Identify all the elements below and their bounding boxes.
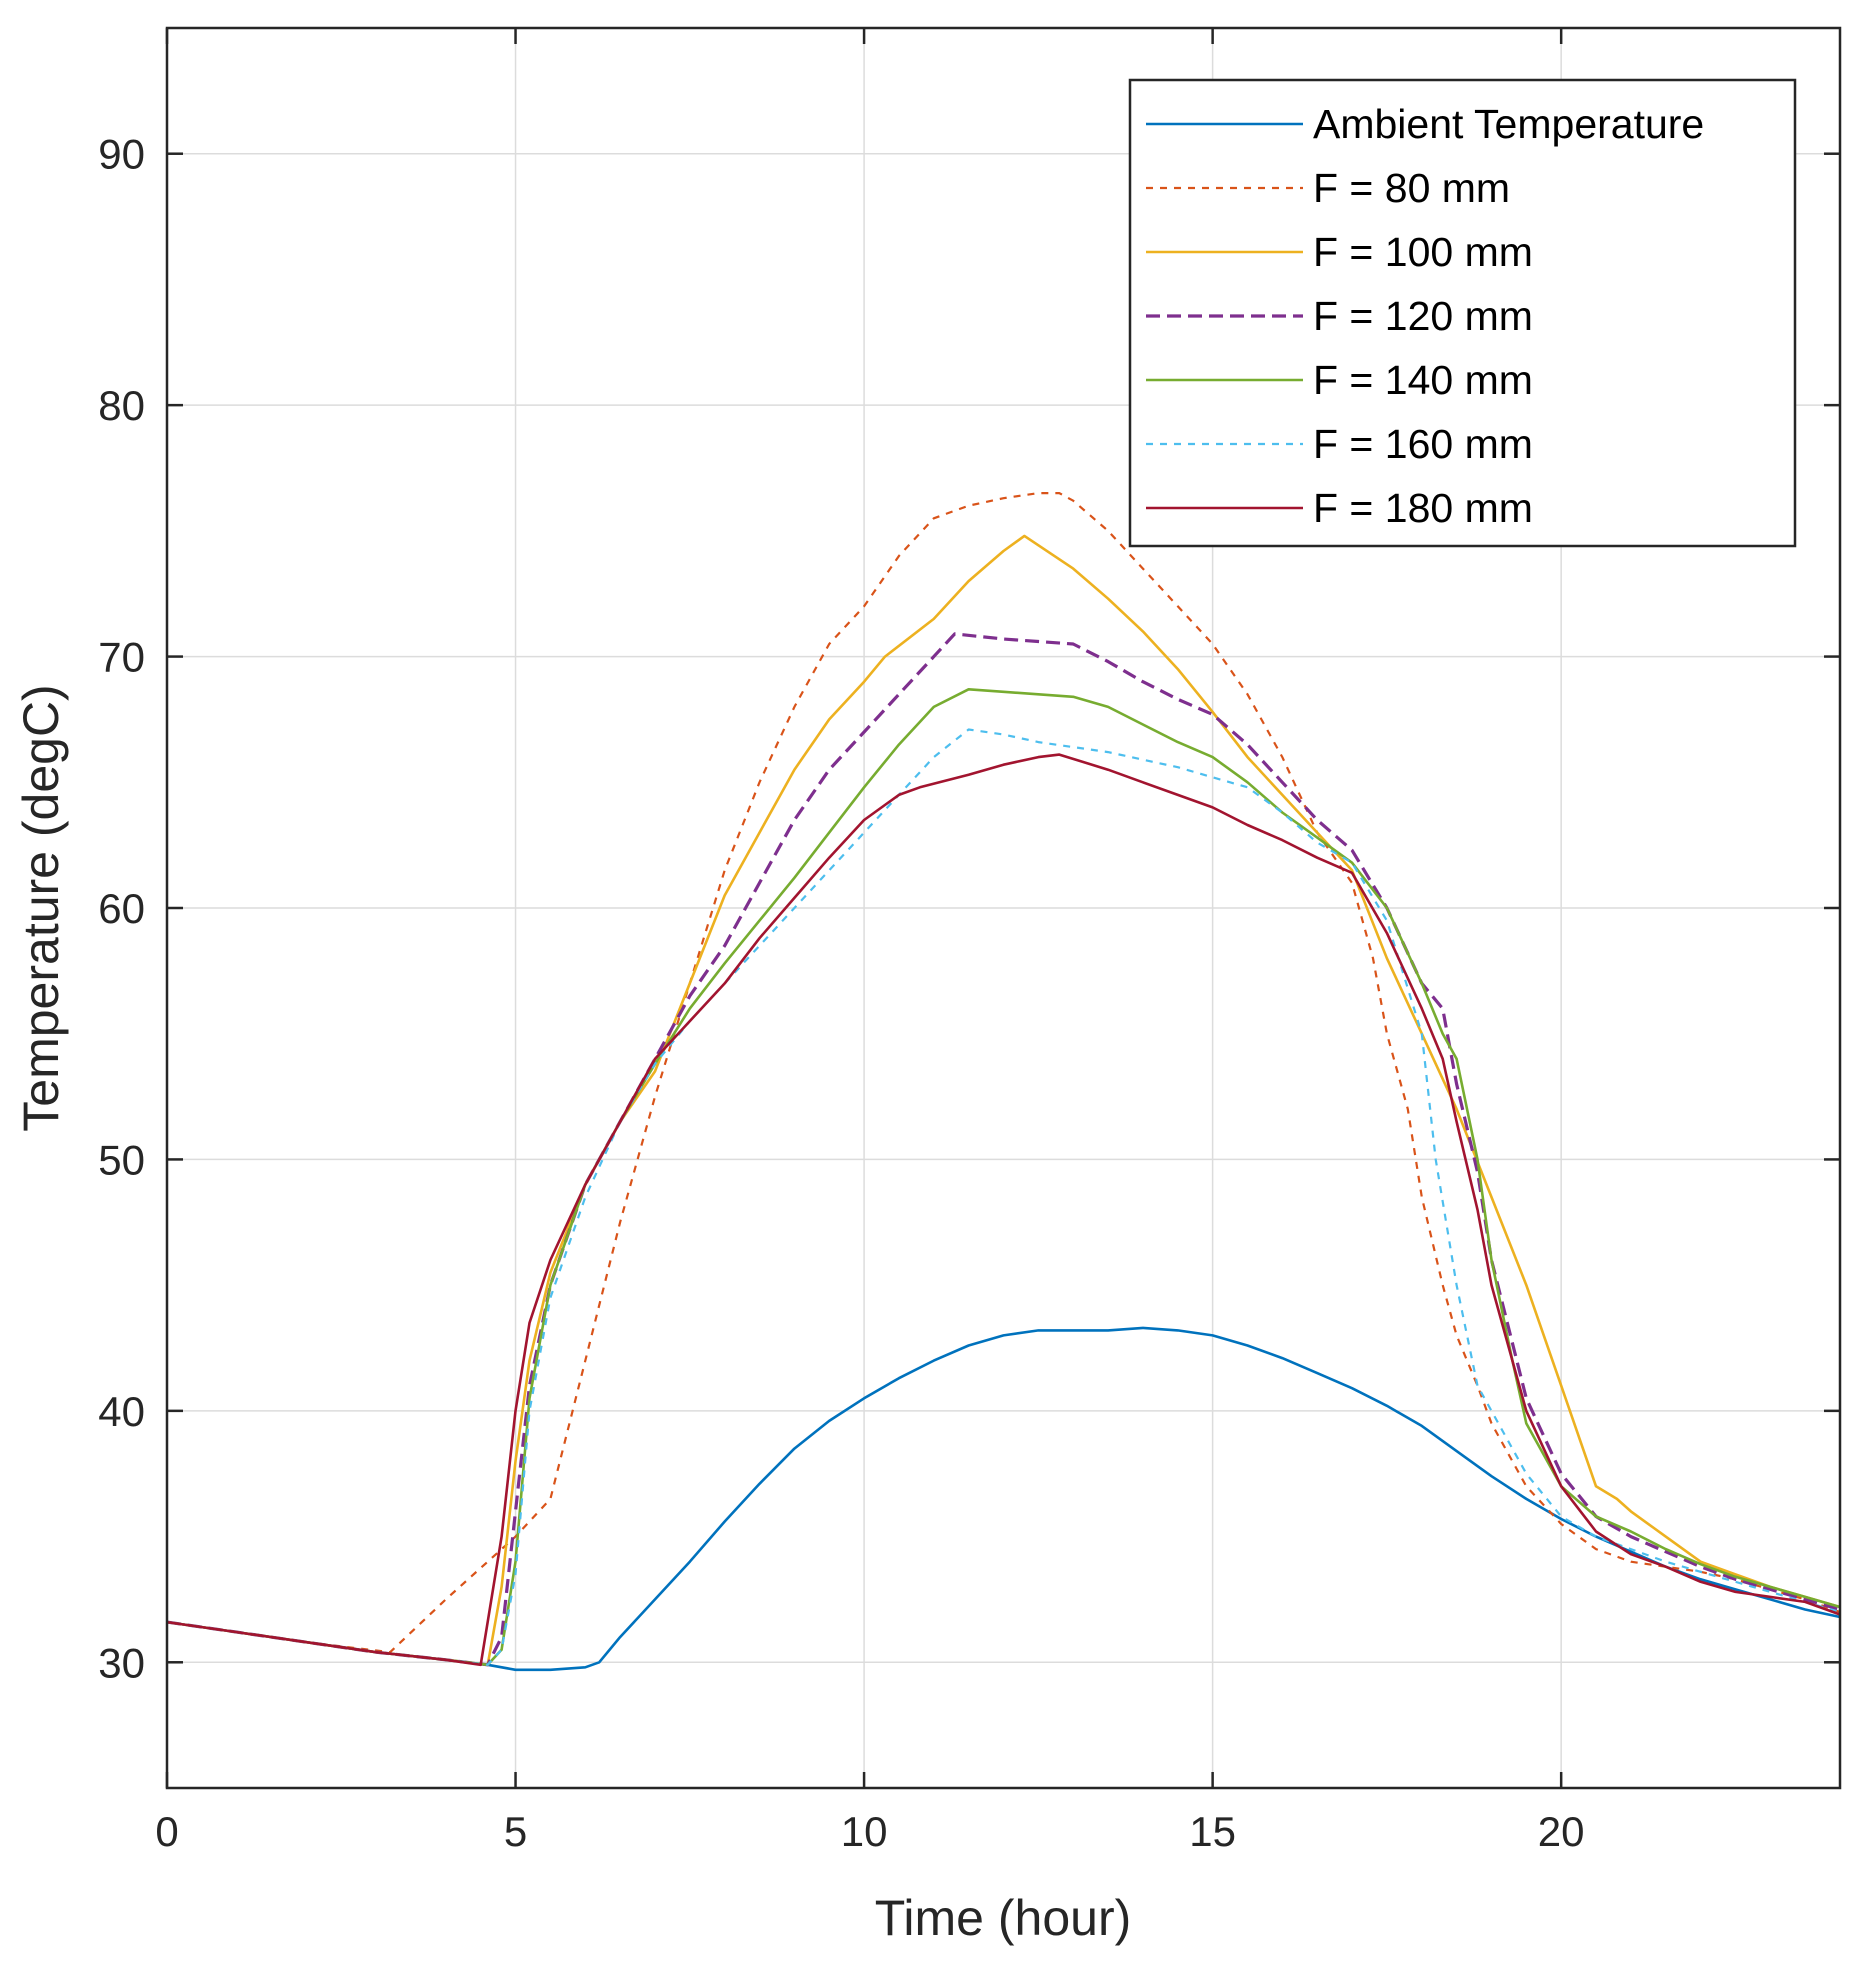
- legend-label-3: F = 120 mm: [1313, 293, 1533, 339]
- legend-label-0: Ambient Temperature: [1313, 101, 1704, 147]
- series-line-1: [166, 492, 1841, 1654]
- y-tick-label: 50: [98, 1136, 145, 1183]
- x-tick-label: 5: [504, 1808, 527, 1855]
- legend-label-4: F = 140 mm: [1313, 357, 1533, 403]
- series-line-6: [166, 753, 1841, 1667]
- x-tick-label: 10: [841, 1808, 888, 1855]
- series-line-3: [166, 632, 1841, 1667]
- legend: Ambient Temperature F = 80 mm F = 100 mm F …: [1128, 78, 1797, 548]
- x-tick-label: 20: [1538, 1808, 1585, 1855]
- legend-box: [1128, 78, 1797, 548]
- x-axis-title: Time (hour): [875, 1890, 1132, 1946]
- y-tick-label: 70: [98, 634, 145, 681]
- legend-label-6: F = 180 mm: [1313, 485, 1533, 531]
- series-layer: [166, 492, 1841, 1672]
- x-tick-label: 15: [1189, 1808, 1236, 1855]
- y-axis-title: Temperature (degC): [13, 684, 69, 1131]
- y-tick-label: 80: [98, 382, 145, 429]
- axis-ticks: 0 5 10 15 20 30 40 50 60 70 80 90: [98, 28, 1840, 1855]
- y-tick-label: 30: [98, 1639, 145, 1686]
- legend-label-2: F = 100 mm: [1313, 229, 1533, 275]
- y-tick-label: 40: [98, 1388, 145, 1435]
- y-tick-label: 60: [98, 885, 145, 932]
- x-tick-label: 0: [155, 1808, 178, 1855]
- legend-label-1: F = 80 mm: [1313, 165, 1510, 211]
- legend-label-5: F = 160 mm: [1313, 421, 1533, 467]
- y-tick-label: 90: [98, 131, 145, 178]
- series-line-2: [166, 534, 1841, 1667]
